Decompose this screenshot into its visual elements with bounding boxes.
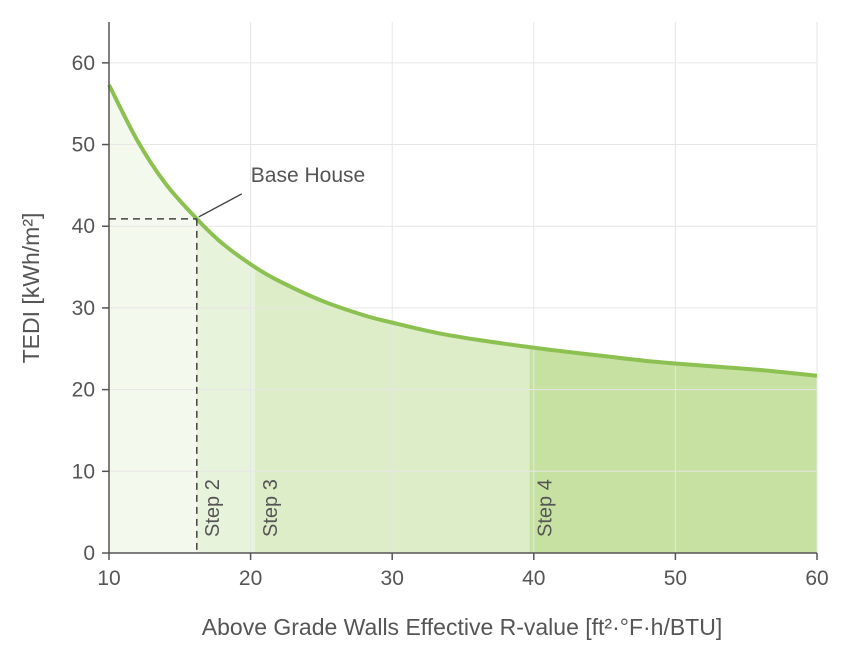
y-tick-label: 20 <box>72 379 95 402</box>
y-tick-label: 30 <box>72 297 95 320</box>
step-label-3: Step 3 <box>260 479 282 537</box>
y-tick-label: 0 <box>83 542 95 565</box>
x-tick-label: 20 <box>239 567 262 590</box>
base-house-label: Base House <box>251 164 365 187</box>
area-region-1 <box>109 84 197 553</box>
x-tick-label: 30 <box>381 567 404 590</box>
step-label-4: Step 4 <box>535 479 557 537</box>
tedi-curve <box>107 83 818 378</box>
x-tick-label: 40 <box>522 567 545 590</box>
y-tick-label: 60 <box>72 52 95 75</box>
x-tick-label: 10 <box>97 567 120 590</box>
area-region-4 <box>529 347 817 553</box>
x-tick-label: 60 <box>805 567 828 590</box>
x-axis-title: Above Grade Walls Effective R-value [ft²… <box>202 614 722 640</box>
y-tick-label: 10 <box>72 460 95 483</box>
y-tick-label: 50 <box>72 134 95 157</box>
y-tick-label: 40 <box>72 215 95 238</box>
x-tick-label: 50 <box>664 567 687 590</box>
axes <box>102 22 818 560</box>
area-region-2 <box>196 218 255 553</box>
markers: Base House Step 2 Step 3 Step 4 <box>109 164 557 553</box>
base-house-leader <box>198 193 243 218</box>
step-label-2: Step 2 <box>202 479 224 537</box>
y-axis-title: TEDI [kWh/m²] <box>18 213 44 364</box>
